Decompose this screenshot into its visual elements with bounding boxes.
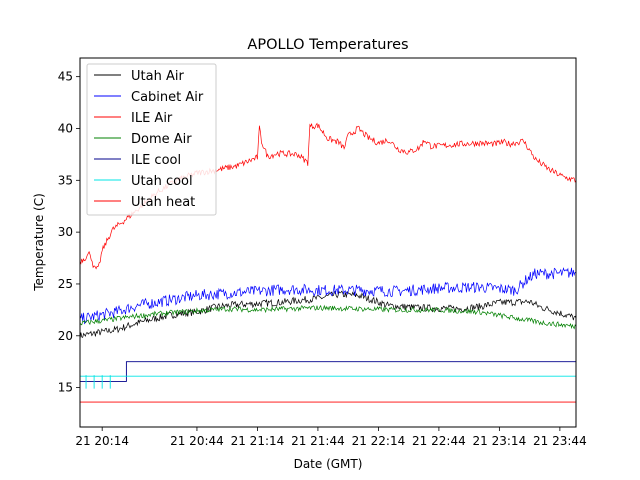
x-tick-label: 21 23:44 (533, 434, 587, 448)
legend-label: Utah heat (131, 195, 195, 210)
y-tick-label: 15 (58, 381, 73, 395)
x-tick-label: 21 20:14 (75, 434, 129, 448)
legend-label: ILE cool (131, 153, 181, 168)
legend-box (86, 63, 217, 216)
y-tick-label: 45 (58, 70, 73, 84)
legend-label: Dome Air (131, 132, 192, 147)
x-tick-label: 21 20:44 (170, 434, 224, 448)
x-tick-label: 21 22:14 (352, 434, 406, 448)
legend: Utah Air Cabinet Air ILE Air Dome Air ILE co… (86, 63, 217, 216)
plot-frame (79, 57, 577, 428)
x-axis-ticks: 21 20:14 21 20:44 21 21:14 21 21:44 21 22:14… (75, 427, 587, 448)
x-tick-label: 21 22:44 (412, 434, 466, 448)
x-axis-label: Date (GMT) (294, 457, 363, 471)
y-tick-label: 25 (58, 277, 73, 291)
x-tick-label: 21 21:14 (231, 434, 285, 448)
legend-label: ILE Air (131, 111, 173, 126)
x-tick-label: 21 23:14 (473, 434, 527, 448)
y-tick-label: 20 (58, 329, 73, 343)
x-tick-label: 21 21:44 (291, 434, 345, 448)
series-line-ile-cool (80, 361, 576, 382)
legend-label: Cabinet Air (131, 90, 204, 105)
legend-label: Utah Air (131, 69, 184, 84)
chart-title: APOLLO Temperatures (247, 37, 408, 53)
series-line-dome-air (80, 304, 576, 330)
series-line-cabinet-air (80, 267, 576, 325)
series-line-utah-air (80, 290, 576, 340)
y-axis-label: Temperature (C) (32, 193, 46, 292)
y-tick-label: 30 (58, 225, 73, 239)
y-tick-label: 40 (58, 121, 73, 135)
y-tick-label: 35 (58, 173, 73, 187)
legend-label: Utah cool (131, 174, 193, 189)
y-axis-ticks: 15 20 25 30 35 40 45 (58, 70, 80, 395)
